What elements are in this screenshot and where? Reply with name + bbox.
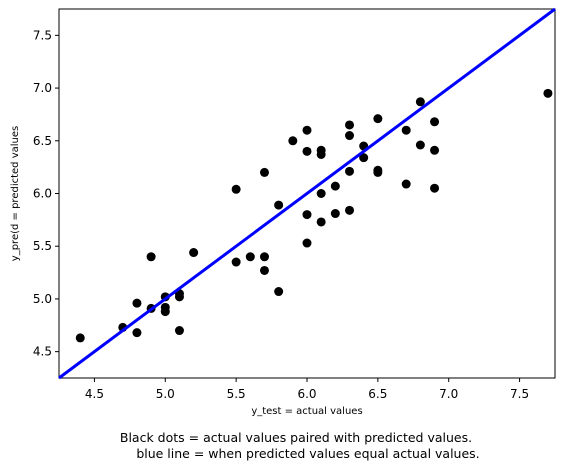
data-point	[132, 298, 142, 308]
y-axis: 4.5 5.0 5.5 6.0 6.5 7.0 7.5	[33, 28, 59, 359]
data-point	[259, 167, 269, 177]
caption-line-1: Black dots = actual values paired with p…	[120, 430, 472, 445]
plot-area: 4.5 5.0 5.5 6.0 6.5 7.0 7.5 4.5 5.0 5.5 6.0 6.5 7.0…	[33, 7, 556, 401]
data-point	[330, 209, 340, 219]
data-point	[345, 166, 355, 176]
data-point	[316, 149, 326, 159]
data-point	[415, 97, 425, 107]
y-tick-label: 5.0	[33, 292, 52, 306]
x-axis-label: y_test = actual values	[251, 406, 362, 417]
data-point	[259, 252, 269, 262]
data-point	[302, 146, 312, 156]
data-point	[231, 257, 241, 267]
data-point	[302, 210, 312, 220]
x-tick-label: 7.5	[510, 387, 529, 401]
x-tick-label: 6.0	[297, 387, 316, 401]
data-point	[430, 145, 440, 155]
data-point	[274, 200, 284, 210]
data-point	[401, 125, 411, 135]
data-point	[259, 265, 269, 275]
data-point	[345, 205, 355, 215]
data-point	[302, 125, 312, 135]
data-point	[359, 153, 369, 163]
x-tick-label: 5.5	[227, 387, 246, 401]
data-point	[146, 252, 156, 262]
data-point	[245, 252, 255, 262]
data-point	[430, 183, 440, 193]
data-point	[373, 114, 383, 124]
x-tick-label: 7.0	[439, 387, 458, 401]
data-point	[288, 136, 298, 146]
y-tick-label: 4.5	[33, 345, 52, 359]
data-point	[189, 248, 199, 258]
data-point	[316, 189, 326, 198]
data-point	[231, 184, 241, 194]
y-tick-label: 7.0	[33, 81, 52, 95]
caption-line-2: blue line = when predicted values equal …	[136, 446, 479, 461]
x-tick-label: 5.0	[156, 387, 175, 401]
data-point	[345, 131, 355, 141]
x-tick-label: 4.5	[85, 387, 104, 401]
y-tick-label: 5.5	[33, 239, 52, 253]
data-point	[174, 326, 184, 336]
data-point	[330, 181, 340, 191]
y-tick-label: 6.5	[33, 134, 52, 148]
y-tick-label: 6.0	[33, 187, 52, 201]
x-axis: 4.5 5.0 5.5 6.0 6.5 7.0 7.5	[85, 378, 529, 401]
data-point	[132, 328, 142, 338]
data-point	[415, 140, 425, 150]
identity-line	[58, 7, 556, 380]
y-axis-label: y_pre(d = predicted values	[10, 126, 21, 261]
data-point	[316, 217, 326, 227]
data-point	[274, 287, 284, 297]
data-point	[345, 120, 355, 130]
data-point	[430, 117, 440, 127]
data-point	[373, 167, 383, 177]
data-point	[401, 179, 411, 189]
data-point	[302, 238, 312, 248]
y-tick-label: 7.5	[33, 28, 52, 42]
data-point	[543, 88, 553, 98]
data-point	[160, 307, 170, 317]
x-tick-label: 6.5	[368, 387, 387, 401]
data-points	[75, 88, 553, 343]
data-point	[75, 333, 85, 343]
